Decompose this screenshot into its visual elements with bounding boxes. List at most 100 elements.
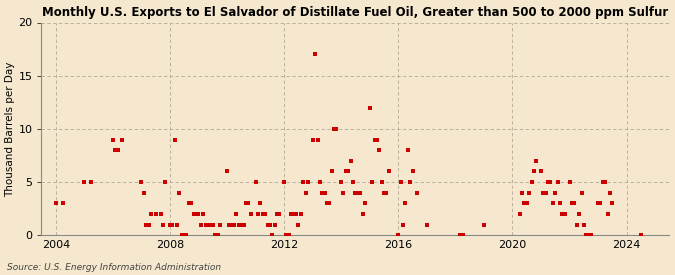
Point <box>585 233 596 238</box>
Point <box>195 222 206 227</box>
Point <box>555 201 566 206</box>
Point <box>524 191 535 195</box>
Point <box>371 137 382 142</box>
Point <box>569 201 580 206</box>
Point <box>519 201 530 206</box>
Point <box>578 222 589 227</box>
Point <box>236 222 246 227</box>
Point <box>245 212 256 216</box>
Point <box>181 233 192 238</box>
Point <box>157 222 168 227</box>
Point <box>186 201 196 206</box>
Point <box>238 222 249 227</box>
Point <box>229 222 240 227</box>
Point <box>457 233 468 238</box>
Point <box>136 180 146 184</box>
Point <box>160 180 171 184</box>
Point <box>574 212 585 216</box>
Point <box>295 212 306 216</box>
Point <box>274 212 285 216</box>
Point <box>210 233 221 238</box>
Point <box>257 212 268 216</box>
Point <box>321 201 332 206</box>
Point <box>269 222 280 227</box>
Point <box>360 201 371 206</box>
Point <box>167 222 178 227</box>
Point <box>307 137 318 142</box>
Point <box>193 212 204 216</box>
Point <box>571 222 582 227</box>
Point <box>51 201 61 206</box>
Point <box>543 180 554 184</box>
Point <box>271 212 282 216</box>
Point <box>398 222 408 227</box>
Point <box>566 201 577 206</box>
Point <box>402 148 413 152</box>
Point <box>141 222 152 227</box>
Point <box>145 212 156 216</box>
Point <box>605 191 616 195</box>
Point <box>255 201 266 206</box>
Point <box>352 191 363 195</box>
Point <box>179 233 190 238</box>
Point <box>479 222 489 227</box>
Point <box>593 201 603 206</box>
Point <box>335 180 346 184</box>
Point <box>205 222 216 227</box>
Point <box>331 127 342 131</box>
Point <box>231 212 242 216</box>
Point <box>281 233 292 238</box>
Point <box>412 191 423 195</box>
Point <box>348 180 358 184</box>
Point <box>298 180 308 184</box>
Y-axis label: Thousand Barrels per Day: Thousand Barrels per Day <box>5 61 16 197</box>
Point <box>535 169 546 174</box>
Point <box>395 180 406 184</box>
Point <box>293 222 304 227</box>
Point <box>547 201 558 206</box>
Point <box>184 201 194 206</box>
Point <box>324 201 335 206</box>
Point <box>198 212 209 216</box>
Point <box>516 191 527 195</box>
Point <box>393 233 404 238</box>
Point <box>377 180 387 184</box>
Point <box>267 233 277 238</box>
Point <box>538 191 549 195</box>
Point <box>552 180 563 184</box>
Point <box>557 212 568 216</box>
Point <box>350 191 361 195</box>
Point <box>369 137 380 142</box>
Point <box>302 180 313 184</box>
Point <box>151 212 161 216</box>
Point <box>224 222 235 227</box>
Point <box>379 191 389 195</box>
Point <box>327 169 338 174</box>
Point <box>455 233 466 238</box>
Point <box>529 169 539 174</box>
Point <box>207 222 218 227</box>
Point <box>286 212 296 216</box>
Point <box>110 148 121 152</box>
Point <box>521 201 532 206</box>
Point <box>319 191 330 195</box>
Point <box>288 212 299 216</box>
Point <box>374 148 385 152</box>
Point <box>117 137 128 142</box>
Point <box>635 233 646 238</box>
Point <box>383 169 394 174</box>
Point <box>155 212 166 216</box>
Point <box>215 222 225 227</box>
Point <box>243 201 254 206</box>
Point <box>607 201 618 206</box>
Point <box>312 137 323 142</box>
Point <box>357 212 368 216</box>
Point <box>315 180 325 184</box>
Point <box>338 191 349 195</box>
Point <box>526 180 537 184</box>
Point <box>234 222 244 227</box>
Point <box>227 222 238 227</box>
Point <box>364 105 375 110</box>
Point <box>329 127 340 131</box>
Point <box>400 201 411 206</box>
